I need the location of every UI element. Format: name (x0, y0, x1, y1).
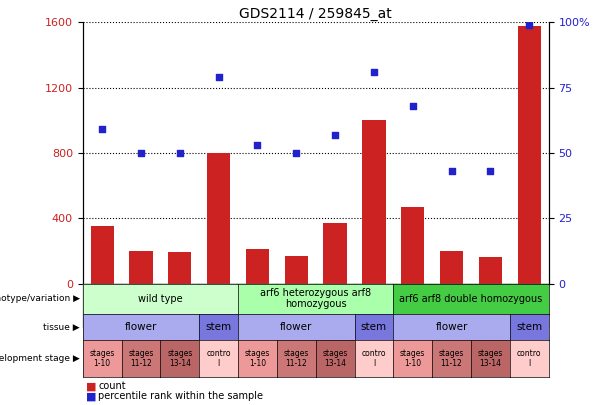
Title: GDS2114 / 259845_at: GDS2114 / 259845_at (239, 7, 392, 21)
Text: stem: stem (205, 322, 232, 332)
Point (408, 102, 417, 109)
Text: ■: ■ (86, 382, 96, 392)
Text: stages
11-12: stages 11-12 (128, 349, 154, 368)
Text: arf6 heterozygous arf8
homozygous: arf6 heterozygous arf8 homozygous (260, 288, 371, 309)
Point (253, 142, 262, 148)
Text: percentile rank within the sample: percentile rank within the sample (98, 392, 263, 401)
Point (369, 69, 379, 75)
Text: stages
11-12: stages 11-12 (284, 349, 309, 368)
Text: stages
13-14: stages 13-14 (167, 349, 192, 368)
Bar (324, 223, 347, 284)
Text: flower: flower (280, 322, 313, 332)
Text: count: count (98, 382, 126, 392)
Bar (401, 207, 424, 284)
Point (175, 150, 185, 156)
Bar (91, 226, 114, 284)
Point (214, 74, 224, 80)
Text: genotype/variation ▶: genotype/variation ▶ (0, 294, 80, 303)
Point (447, 168, 457, 175)
Text: stem: stem (516, 322, 543, 332)
Point (291, 150, 301, 156)
Text: stages
1-10: stages 1-10 (89, 349, 115, 368)
Point (97, 126, 107, 132)
Text: contro
l: contro l (207, 349, 231, 368)
Bar (207, 153, 230, 284)
Text: stages
11-12: stages 11-12 (439, 349, 464, 368)
Bar (517, 26, 541, 284)
Text: arf6 arf8 double homozygous: arf6 arf8 double homozygous (399, 294, 543, 304)
Text: stages
1-10: stages 1-10 (400, 349, 425, 368)
Text: contro
l: contro l (517, 349, 541, 368)
Text: tissue ▶: tissue ▶ (43, 322, 80, 332)
Text: ■: ■ (86, 392, 96, 401)
Text: stages
13-14: stages 13-14 (478, 349, 503, 368)
Text: contro
l: contro l (362, 349, 386, 368)
Point (330, 131, 340, 138)
Bar (362, 120, 386, 284)
Text: stem: stem (361, 322, 387, 332)
Text: stages
1-10: stages 1-10 (245, 349, 270, 368)
Text: development stage ▶: development stage ▶ (0, 354, 80, 363)
Text: flower: flower (125, 322, 157, 332)
Text: stages
13-14: stages 13-14 (322, 349, 348, 368)
Bar (479, 258, 502, 283)
Point (136, 150, 146, 156)
Bar (284, 256, 308, 284)
Bar (440, 251, 463, 284)
Bar (129, 251, 153, 284)
Point (524, 21, 534, 28)
Text: flower: flower (435, 322, 468, 332)
Text: wild type: wild type (138, 294, 183, 304)
Point (485, 168, 495, 175)
Bar (168, 252, 191, 284)
Bar (246, 249, 269, 284)
